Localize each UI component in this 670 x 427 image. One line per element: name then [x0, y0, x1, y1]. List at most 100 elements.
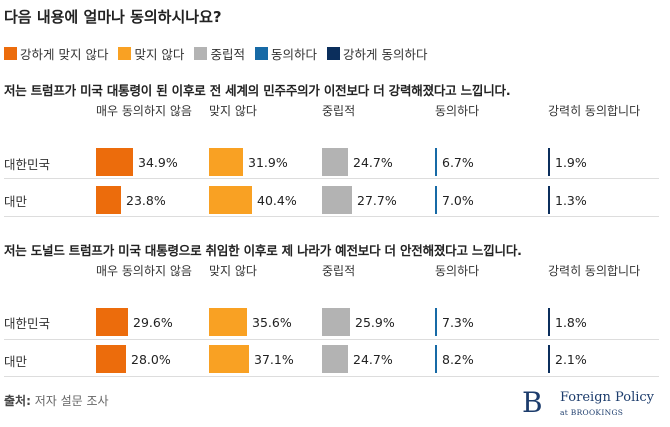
value-bar — [435, 308, 437, 336]
value-bar — [322, 345, 348, 373]
value-label: 1.3% — [555, 192, 587, 208]
value-label: 34.9% — [138, 154, 178, 170]
brookings-logo: B Foreign Policy at BROOKINGS — [522, 386, 662, 420]
value-cell: 28.0% — [96, 345, 171, 373]
column-header: 강력히 동의합니다 — [548, 104, 641, 118]
value-cell: 34.9% — [96, 148, 178, 176]
question-title: 저는 트럼프가 미국 대통령이 된 이후로 전 세계의 민주주의가 이전보다 더… — [4, 83, 511, 98]
column-header: 맞지 않다 — [209, 104, 257, 118]
legend: 강하게 맞지 않다 맞지 않다 중립적 동의하다 강하게 동의하다 — [4, 44, 437, 63]
value-cell: 1.8% — [548, 308, 587, 336]
value-cell: 25.9% — [322, 308, 395, 336]
value-bar — [209, 308, 247, 336]
value-bar — [435, 186, 437, 214]
value-bar — [435, 148, 437, 176]
value-cell: 37.1% — [209, 345, 294, 373]
value-label: 8.2% — [442, 351, 474, 367]
column-header: 동의하다 — [435, 104, 480, 118]
source-label: 출처: — [4, 394, 31, 408]
value-label: 29.6% — [133, 314, 173, 330]
row-divider — [4, 178, 659, 179]
value-label: 25.9% — [355, 314, 395, 330]
value-bar — [96, 148, 133, 176]
source-note: 출처: 저자 설문 조사 — [4, 392, 109, 409]
value-cell: 7.3% — [435, 308, 474, 336]
legend-swatch — [326, 46, 340, 60]
column-header: 매우 동의하지 않음 — [96, 264, 192, 278]
legend-item-neutral: 중립적 — [194, 44, 245, 63]
value-bar — [209, 345, 249, 373]
value-bar — [96, 186, 121, 214]
source-text: 저자 설문 조사 — [34, 394, 109, 408]
value-cell: 35.6% — [209, 308, 292, 336]
value-cell: 1.3% — [548, 186, 587, 214]
row-divider — [4, 376, 659, 377]
column-header: 맞지 않다 — [209, 264, 257, 278]
value-label: 31.9% — [248, 154, 288, 170]
value-bar — [209, 186, 252, 214]
value-bar — [96, 345, 126, 373]
column-header: 동의하다 — [435, 264, 480, 278]
legend-label: 강하게 맞지 않다 — [20, 46, 109, 62]
chart-title: 다음 내용에 얼마나 동의하시나요? — [4, 8, 222, 26]
row-divider — [4, 339, 659, 340]
value-bar — [96, 308, 128, 336]
value-cell: 6.7% — [435, 148, 474, 176]
value-bar — [548, 148, 550, 176]
value-cell: 1.9% — [548, 148, 587, 176]
value-label: 1.9% — [555, 154, 587, 170]
value-label: 28.0% — [131, 351, 171, 367]
legend-swatch — [194, 46, 208, 60]
logo-name: Foreign Policy — [560, 390, 655, 405]
value-label: 2.1% — [555, 351, 587, 367]
row-label: 대만 — [4, 194, 28, 209]
legend-swatch — [254, 46, 268, 60]
value-bar — [548, 186, 550, 214]
logo-sub: at BROOKINGS — [560, 408, 624, 417]
value-label: 24.7% — [353, 351, 393, 367]
column-header: 중립적 — [322, 264, 356, 278]
value-label: 27.7% — [357, 192, 397, 208]
legend-label: 맞지 않다 — [134, 46, 185, 62]
value-label: 7.0% — [442, 192, 474, 208]
value-bar — [322, 308, 350, 336]
legend-item-agree: 동의하다 — [254, 44, 317, 63]
legend-label: 강하게 동의하다 — [342, 46, 428, 62]
value-bar — [435, 345, 437, 373]
column-header: 매우 동의하지 않음 — [96, 104, 192, 118]
value-label: 6.7% — [442, 154, 474, 170]
value-cell: 2.1% — [548, 345, 587, 373]
value-cell: 31.9% — [209, 148, 288, 176]
value-cell: 24.7% — [322, 345, 393, 373]
legend-item-strongly-agree: 강하게 동의하다 — [326, 44, 428, 63]
value-cell: 29.6% — [96, 308, 173, 336]
value-cell: 24.7% — [322, 148, 393, 176]
value-label: 40.4% — [257, 192, 297, 208]
value-cell: 7.0% — [435, 186, 474, 214]
legend-swatch — [118, 46, 132, 60]
value-bar — [548, 345, 550, 373]
legend-item-strongly-disagree: 강하게 맞지 않다 — [4, 44, 108, 63]
row-label: 대한민국 — [4, 157, 51, 172]
value-label: 24.7% — [353, 154, 393, 170]
value-bar — [322, 186, 352, 214]
value-label: 7.3% — [442, 314, 474, 330]
row-label: 대만 — [4, 354, 28, 369]
value-label: 1.8% — [555, 314, 587, 330]
row-label: 대한민국 — [4, 316, 51, 331]
value-bar — [209, 148, 243, 176]
legend-swatch — [4, 46, 17, 60]
row-divider — [4, 216, 659, 217]
legend-label: 중립적 — [210, 46, 245, 62]
value-bar — [322, 148, 348, 176]
column-header: 중립적 — [322, 104, 356, 118]
value-label: 37.1% — [254, 351, 294, 367]
value-bar — [548, 308, 550, 336]
column-header: 강력히 동의합니다 — [548, 264, 641, 278]
legend-label: 동의하다 — [270, 46, 317, 62]
value-cell: 8.2% — [435, 345, 474, 373]
legend-item-disagree: 맞지 않다 — [118, 44, 184, 63]
value-label: 23.8% — [126, 192, 166, 208]
question-title: 저는 도널드 트럼프가 미국 대통령으로 취임한 이후로 제 나라가 예전보다 … — [4, 243, 522, 258]
value-cell: 40.4% — [209, 186, 297, 214]
